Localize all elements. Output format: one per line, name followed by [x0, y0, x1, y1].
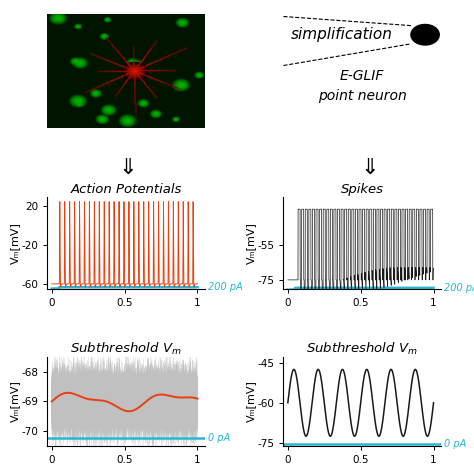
Title: Spikes: Spikes	[341, 182, 383, 196]
Text: 200 pA: 200 pA	[208, 282, 243, 292]
Text: ⇓: ⇓	[118, 158, 137, 178]
Text: ⇓: ⇓	[360, 158, 379, 178]
Title: Action Potentials: Action Potentials	[71, 182, 182, 196]
Title: Subthreshold V$_m$: Subthreshold V$_m$	[70, 341, 182, 357]
Text: 200 pA: 200 pA	[444, 283, 474, 293]
Y-axis label: Vₘ[mV]: Vₘ[mV]	[10, 222, 20, 264]
Text: E-GLIF: E-GLIF	[340, 69, 384, 83]
Text: simplification: simplification	[292, 27, 393, 42]
Y-axis label: Vₘ[mV]: Vₘ[mV]	[246, 381, 256, 422]
Y-axis label: Vₘ[mV]: Vₘ[mV]	[10, 381, 20, 422]
Title: Subthreshold V$_m$: Subthreshold V$_m$	[306, 341, 418, 357]
Text: 0 pA: 0 pA	[444, 439, 466, 449]
Circle shape	[411, 25, 439, 45]
Y-axis label: Vₘ[mV]: Vₘ[mV]	[246, 222, 256, 264]
Text: 0 pA: 0 pA	[208, 433, 230, 443]
Text: point neuron: point neuron	[318, 89, 407, 103]
